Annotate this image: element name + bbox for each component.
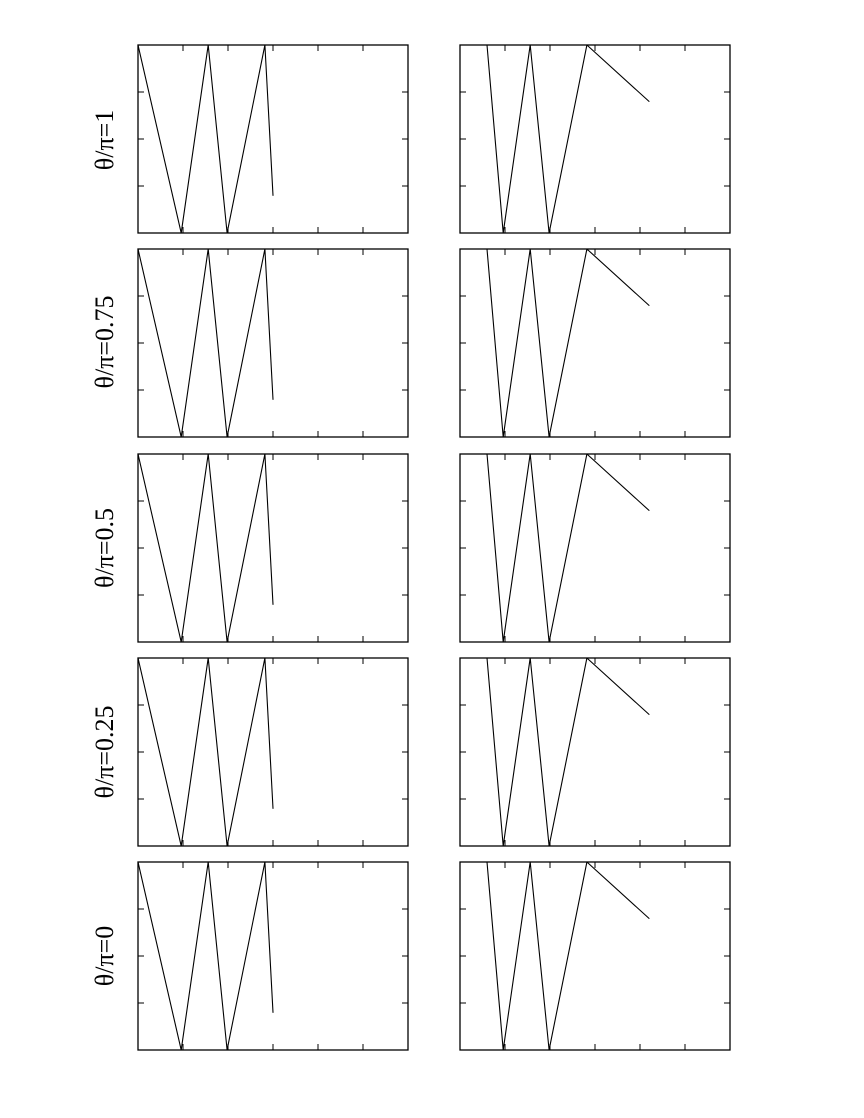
- panel-frame: [137, 861, 409, 1051]
- panel-frame: [137, 453, 409, 643]
- series-line: [137, 861, 274, 1051]
- series-line: [486, 248, 650, 438]
- series-line: [486, 861, 650, 1051]
- series-line: [137, 453, 274, 643]
- series-line: [486, 657, 650, 847]
- panel-frame: [137, 657, 409, 847]
- series-line: [137, 657, 274, 847]
- panel-frame: [137, 248, 409, 438]
- panel-frame: [137, 44, 409, 234]
- series-line: [486, 44, 650, 234]
- series-line: [486, 453, 650, 643]
- series-line: [137, 248, 274, 438]
- series-line: [137, 44, 274, 234]
